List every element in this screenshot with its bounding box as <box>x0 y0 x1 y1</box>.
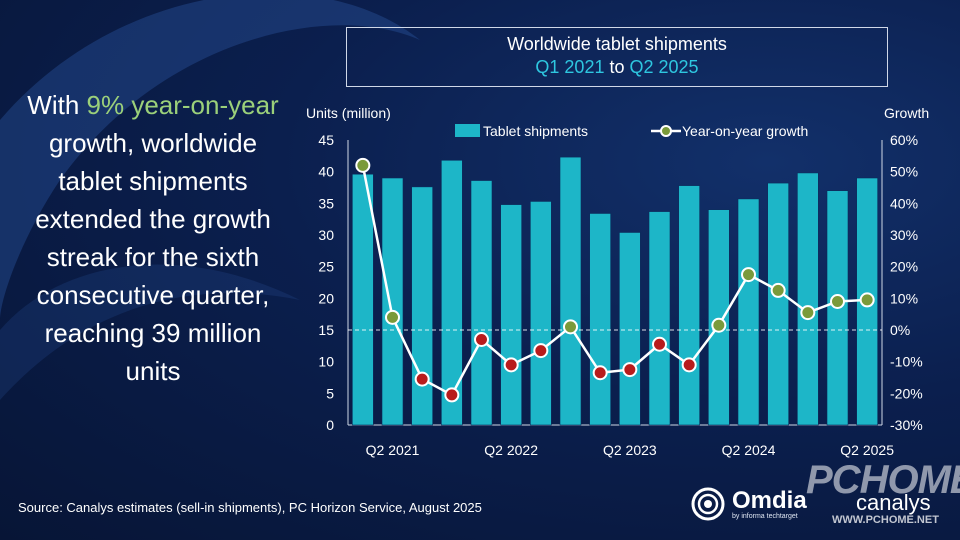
y2-tick-label: 40% <box>890 195 918 211</box>
x-tick-label: Q2 2025 <box>840 442 894 458</box>
x-tick-label: Q2 2023 <box>603 442 657 458</box>
growth-point <box>503 357 519 373</box>
y-tick-label: 30 <box>318 227 334 243</box>
y2-tick-label: -30% <box>890 417 923 433</box>
growth-point <box>711 317 727 333</box>
omdia-logo-subtext: by informa techtarget <box>732 513 798 520</box>
growth-point <box>652 336 667 352</box>
y-tick-label: 0 <box>326 417 334 433</box>
shipment-bar <box>500 204 522 426</box>
growth-point <box>563 319 578 335</box>
subtitle-end: Q2 2025 <box>629 57 699 77</box>
pchome-watermark-url: WWW.PCHOME.NET <box>832 514 939 526</box>
pchome-watermark: PCHOME <box>806 458 960 502</box>
y2-axis-title: Growth <box>884 105 929 121</box>
legend-bar-label: Tablet shipments <box>483 123 588 139</box>
shipment-bar <box>441 159 463 426</box>
growth-point <box>770 282 786 298</box>
shipment-bar <box>648 211 671 426</box>
y-tick-label: 5 <box>326 385 334 401</box>
omdia-logo-icon <box>691 487 725 521</box>
y-tick-label: 35 <box>318 195 334 211</box>
chart-title-box: Worldwide tablet shipments Q1 2021 to Q2… <box>346 27 888 87</box>
growth-point <box>385 309 400 325</box>
growth-point <box>800 305 816 321</box>
y-axis-title: Units (million) <box>306 105 391 121</box>
y2-tick-label: 10% <box>890 290 918 306</box>
y2-tick-label: 0% <box>890 322 910 338</box>
legend-bar-swatch <box>455 124 480 137</box>
growth-line <box>361 165 868 397</box>
chart-subtitle: Q1 2021 to Q2 2025 <box>347 57 887 78</box>
shipment-bar <box>530 201 552 426</box>
x-tick-label: Q2 2021 <box>366 442 420 458</box>
omdia-logo-text: Omdia <box>732 487 807 514</box>
legend-line-label: Year-on-year growth <box>682 123 808 139</box>
growth-point <box>533 343 549 359</box>
x-tick-label: Q2 2024 <box>722 442 776 458</box>
growth-point <box>355 157 371 173</box>
shipment-bar <box>797 172 819 426</box>
growth-point <box>681 357 697 373</box>
shipment-bar <box>678 185 700 426</box>
subtitle-connector: to <box>609 57 625 77</box>
y-tick-label: 25 <box>318 259 334 275</box>
shipment-bar <box>619 232 641 426</box>
growth-point <box>859 292 875 308</box>
growth-point <box>444 387 460 403</box>
y2-tick-label: 60% <box>890 132 918 148</box>
y2-tick-label: 20% <box>890 259 918 275</box>
headline-prefix: With <box>27 90 87 120</box>
legend-line-marker <box>660 125 672 137</box>
growth-point <box>592 365 608 381</box>
shipment-bar <box>352 173 374 426</box>
shipment-bar <box>411 186 433 426</box>
growth-point <box>474 332 489 347</box>
y2-tick-label: 50% <box>890 164 918 180</box>
growth-point <box>741 267 756 283</box>
chart-title: Worldwide tablet shipments <box>507 34 727 54</box>
y2-tick-label: -20% <box>890 385 923 401</box>
shipment-bar <box>589 213 611 426</box>
shipment-bar <box>767 182 789 426</box>
growth-point <box>830 294 845 309</box>
y-tick-label: 45 <box>318 132 334 148</box>
shipment-bar <box>470 180 493 426</box>
shipment-bar <box>559 156 582 426</box>
y-tick-label: 20 <box>318 290 334 306</box>
source-note: Source: Canalys estimates (sell-in shipm… <box>18 500 482 515</box>
y2-tick-label: -10% <box>890 354 923 370</box>
y-tick-label: 40 <box>318 164 334 180</box>
headline-rest: growth, worldwide tablet shipments exten… <box>35 128 271 386</box>
headline-text: With 9% year-on-year growth, worldwide t… <box>14 86 292 390</box>
headline-highlight: 9% year-on-year <box>86 90 279 120</box>
growth-point <box>414 371 430 387</box>
y-tick-label: 15 <box>318 322 334 338</box>
growth-point <box>622 362 638 378</box>
shipment-bar <box>381 177 404 426</box>
x-tick-label: Q2 2022 <box>484 442 538 458</box>
shipment-bar <box>737 198 760 426</box>
y2-tick-label: 30% <box>890 227 918 243</box>
y-tick-label: 10 <box>318 354 334 370</box>
canalys-logo-text: canalys <box>856 490 931 515</box>
subtitle-start: Q1 2021 <box>535 57 605 77</box>
shipment-bar <box>708 209 730 426</box>
